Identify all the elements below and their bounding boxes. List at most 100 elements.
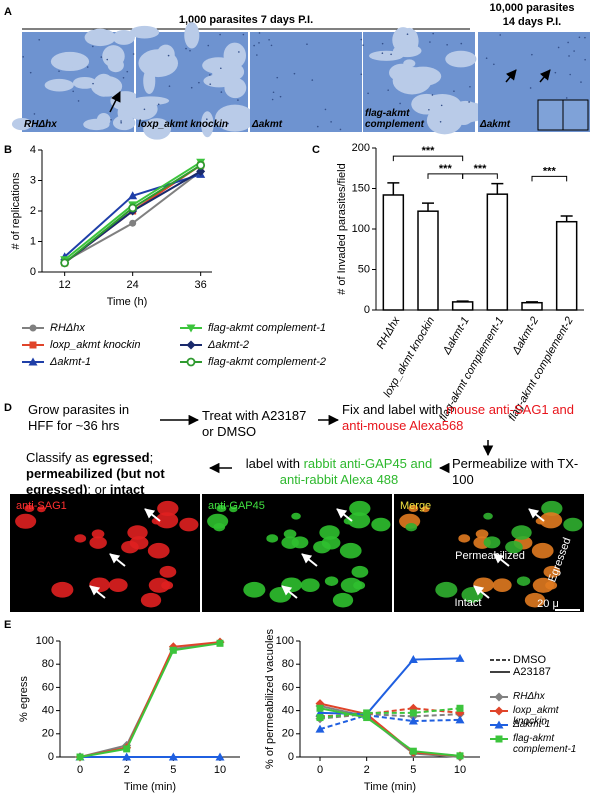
cell	[269, 587, 292, 603]
cell	[179, 517, 199, 532]
image-annotation: Intact	[455, 597, 482, 609]
significance-bracket	[462, 173, 498, 179]
arrow	[505, 69, 517, 83]
plaque	[132, 96, 170, 106]
arrow	[539, 69, 551, 83]
error-bar	[526, 301, 538, 303]
cell	[319, 525, 340, 540]
cell	[159, 565, 177, 578]
cell	[157, 500, 179, 517]
image-annotation: 20 μ	[537, 598, 559, 610]
speck	[293, 72, 296, 75]
cell	[91, 529, 105, 539]
x-tick-label: 10	[214, 764, 226, 776]
cell	[121, 540, 139, 554]
speck	[381, 42, 384, 45]
speck	[324, 108, 327, 111]
flow-step: Grow parasites in HFF for ~36 hrs	[28, 402, 158, 434]
plaque	[84, 28, 116, 47]
flow-step: label with rabbit anti-GAP45 and anti-ra…	[234, 456, 444, 488]
panel-label: C	[312, 144, 320, 156]
x-axis-label: Time (min)	[364, 781, 416, 793]
flow-text: rabbit anti-GAP45 and anti-rabbit Alexa …	[279, 456, 433, 487]
cell	[351, 565, 369, 578]
plaque	[72, 76, 97, 89]
marker	[494, 706, 504, 716]
speck	[272, 91, 275, 94]
x-tick-label: 0	[317, 764, 323, 776]
cell	[24, 504, 35, 513]
cell	[313, 540, 331, 554]
speck	[110, 118, 112, 121]
error-bar	[387, 182, 400, 195]
panel-label: B	[4, 144, 12, 156]
series-line	[319, 657, 461, 716]
panel-label: A	[4, 6, 12, 18]
y-tick-label: 100	[276, 635, 294, 647]
flow-text: label with	[245, 456, 304, 471]
speck	[439, 120, 442, 123]
y-tick-label: 0	[30, 266, 36, 278]
cell	[505, 540, 523, 554]
speck	[396, 123, 399, 125]
marker	[28, 357, 38, 366]
speck	[221, 125, 224, 128]
plaque	[112, 115, 136, 131]
y-tick-label: 0	[48, 751, 54, 763]
plaque	[184, 22, 200, 49]
cell	[89, 536, 107, 549]
speck	[573, 50, 575, 52]
legend-label: Δakmt-1	[513, 719, 551, 730]
plaque	[129, 25, 160, 39]
significance-label: ***	[422, 145, 436, 157]
cell	[492, 578, 512, 592]
x-tick-label: RHΔhx	[375, 315, 403, 352]
marker	[216, 639, 224, 647]
flow-text: Grow parasites in HFF for ~36 hrs	[28, 402, 130, 433]
panel-a-header: 10,000 parasites	[489, 2, 574, 14]
marker	[494, 692, 504, 702]
cell	[155, 512, 179, 529]
image-label: flag-akmt complement	[365, 108, 424, 130]
flow-step: Treat with A23187 or DMSO	[202, 408, 317, 440]
speck	[584, 58, 586, 61]
speck	[406, 33, 409, 35]
y-tick-label: 0	[364, 304, 370, 316]
speck	[446, 44, 448, 46]
significance-bracket	[392, 155, 464, 162]
flow-text: permeabilized (but not egressed)	[26, 466, 165, 497]
image-annotation: Permeabilized	[455, 550, 525, 562]
marker	[29, 341, 37, 349]
x-tick-label: 5	[410, 764, 416, 776]
speck	[167, 54, 170, 57]
cell	[435, 581, 458, 598]
speck	[220, 67, 222, 70]
marker	[129, 219, 137, 227]
speck	[22, 56, 24, 58]
cell	[15, 513, 37, 529]
pointer-arrow	[109, 553, 126, 567]
arrow	[109, 91, 121, 113]
speck	[565, 97, 568, 99]
plaque	[393, 44, 422, 58]
cell	[405, 523, 418, 532]
speck	[360, 73, 363, 76]
pointer-arrow	[493, 553, 510, 567]
panel-label: D	[4, 402, 12, 414]
cell	[216, 504, 227, 513]
plaque	[138, 49, 179, 78]
pointer-arrow	[473, 585, 490, 599]
marker	[408, 716, 418, 725]
speck	[387, 89, 389, 91]
y-axis-label: % egress	[18, 676, 30, 722]
speck	[258, 42, 260, 44]
image-background	[250, 32, 362, 132]
series-line	[79, 642, 221, 758]
legend-label: flag-akmt complement-1	[513, 733, 577, 755]
speck	[367, 92, 369, 95]
y-tick-label: 0	[288, 751, 294, 763]
y-tick-label: 20	[282, 728, 294, 740]
speck	[469, 85, 471, 88]
image-label: loxp_akmt knockin	[138, 119, 229, 130]
